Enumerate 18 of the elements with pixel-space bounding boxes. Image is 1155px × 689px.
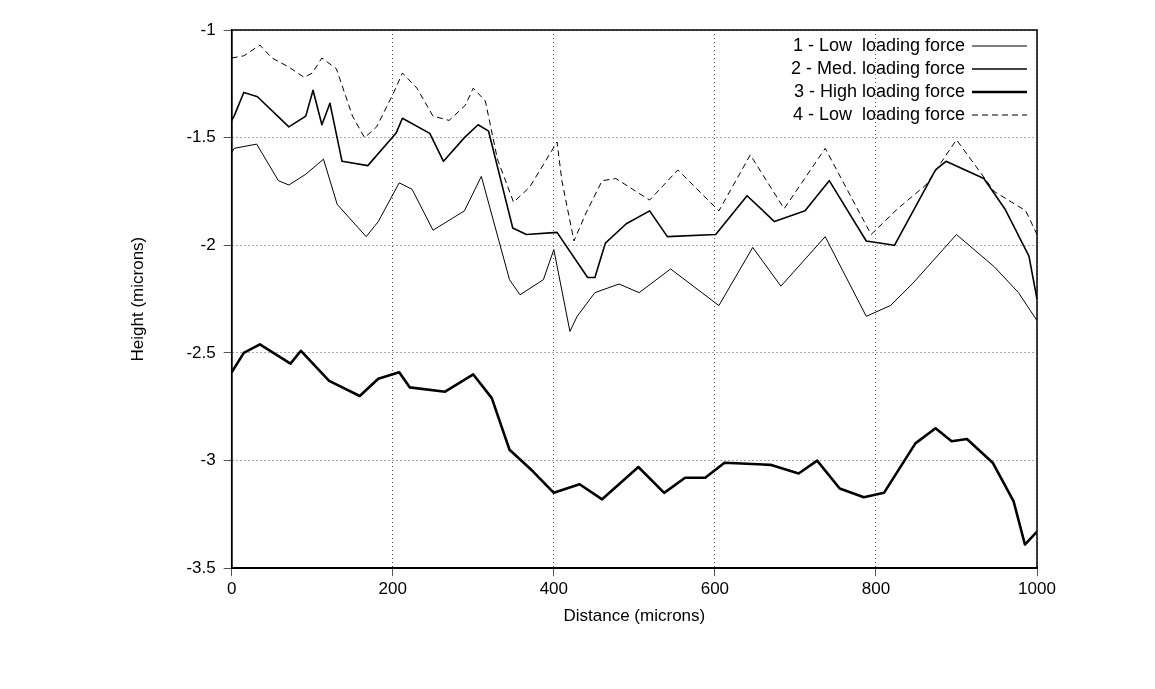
y-tick-label: -2 xyxy=(200,234,216,254)
x-tick-label: 0 xyxy=(226,579,237,599)
y-tick-label: -2.5 xyxy=(186,342,216,362)
legend-label: 3 - High loading force xyxy=(793,80,965,101)
y-tick-label: -3.5 xyxy=(186,557,216,577)
y-tick-label: -1 xyxy=(200,19,216,39)
x-tick-label: 200 xyxy=(378,579,407,599)
legend-label: 4 - Low loading force xyxy=(792,103,965,124)
legend-label: 1 - Low loading force xyxy=(792,34,965,55)
y-axis-title: Height (microns) xyxy=(127,236,147,362)
y-tick-label: -3 xyxy=(200,450,216,470)
x-tick-label: 800 xyxy=(861,579,891,599)
legend-label: 2 - Med. loading force xyxy=(790,57,965,78)
x-tick-label: 600 xyxy=(700,579,730,599)
x-tick-label: 400 xyxy=(539,579,568,599)
y-tick-label: -1.5 xyxy=(186,127,216,147)
x-tick-label: 1000 xyxy=(1018,579,1056,599)
x-axis-title: Distance (microns) xyxy=(563,606,706,626)
